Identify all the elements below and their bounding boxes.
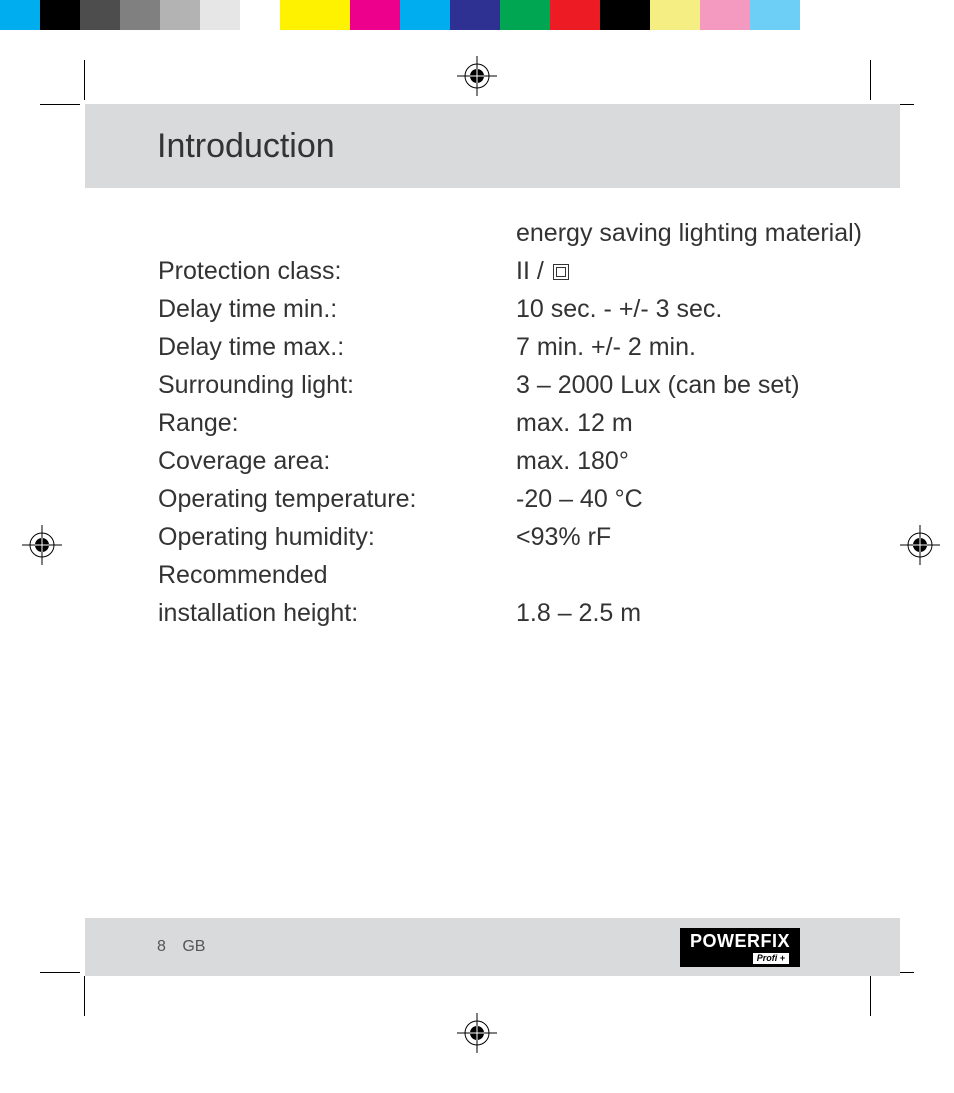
spec-label: Delay time min.: <box>158 290 516 328</box>
brand-subtitle: Profi + <box>752 952 790 965</box>
color-swatch <box>280 0 350 30</box>
color-swatch <box>400 0 450 30</box>
spec-row: Surrounding light:3 – 2000 Lux (can be s… <box>158 366 868 404</box>
spec-row: Protection class:II / <box>158 252 868 290</box>
spec-row: Operating temperature:-20 – 40 °C <box>158 480 868 518</box>
header-band: Introduction <box>85 104 900 188</box>
page-lang: GB <box>182 938 205 955</box>
spec-value: -20 – 40 °C <box>516 480 868 518</box>
color-swatch <box>550 0 600 30</box>
color-swatch <box>700 0 750 30</box>
spec-row: Delay time min.:10 sec. - +/- 3 sec. <box>158 290 868 328</box>
content-area: energy saving lighting material)Protecti… <box>158 214 868 632</box>
color-swatch <box>200 0 240 30</box>
spec-label: Range: <box>158 404 516 442</box>
spec-value: 7 min. +/- 2 min. <box>516 328 868 366</box>
color-swatch <box>80 0 120 30</box>
spec-value: 10 sec. - +/- 3 sec. <box>516 290 868 328</box>
registration-mark-right <box>900 525 940 565</box>
spec-row: Range:max. 12 m <box>158 404 868 442</box>
footer-page-info: 8 GB <box>157 938 205 956</box>
color-swatch <box>500 0 550 30</box>
brand-logo: POWERFIX Profi + <box>680 928 800 967</box>
color-swatch <box>0 0 40 30</box>
color-swatch <box>800 0 944 30</box>
color-swatch <box>750 0 800 30</box>
registration-mark-bottom <box>457 1013 497 1053</box>
brand-name: POWERFIX <box>690 932 790 950</box>
spec-value: 3 – 2000 Lux (can be set) <box>516 366 868 404</box>
spec-value: max. 180° <box>516 442 868 480</box>
spec-row: Delay time max.:7 min. +/- 2 min. <box>158 328 868 366</box>
page-number: 8 <box>157 938 166 955</box>
registration-mark-left <box>22 525 62 565</box>
spec-row: Operating humidity:<93% rF <box>158 518 868 556</box>
spec-row: Recommended installation height: 1.8 – 2… <box>158 556 868 632</box>
spec-label: Operating temperature: <box>158 480 516 518</box>
color-swatch <box>240 0 280 30</box>
color-swatch <box>120 0 160 30</box>
spec-label: Operating humidity: <box>158 518 516 556</box>
spec-label <box>158 214 516 252</box>
color-swatch <box>160 0 200 30</box>
spec-label: Coverage area: <box>158 442 516 480</box>
spec-value: <93% rF <box>516 518 868 556</box>
spec-row: Coverage area:max. 180° <box>158 442 868 480</box>
spec-label: Recommended installation height: <box>158 556 516 632</box>
spec-value: 1.8 – 2.5 m <box>516 556 868 632</box>
page-title: Introduction <box>157 127 335 166</box>
registration-mark-top <box>457 56 497 96</box>
color-swatch <box>650 0 700 30</box>
footer-logo-area: POWERFIX Profi + <box>680 928 800 967</box>
class2-icon <box>553 264 569 280</box>
spec-label: Protection class: <box>158 252 516 290</box>
spec-value: energy saving lighting material) <box>516 214 868 252</box>
spec-label: Surrounding light: <box>158 366 516 404</box>
spec-row: energy saving lighting material) <box>158 214 868 252</box>
color-swatch <box>600 0 650 30</box>
footer-band: 8 GB POWERFIX Profi + <box>85 918 900 976</box>
color-swatch <box>450 0 500 30</box>
spec-value: max. 12 m <box>516 404 868 442</box>
color-swatch <box>350 0 400 30</box>
spec-value: II / <box>516 252 868 290</box>
color-calibration-bar <box>0 0 954 30</box>
color-swatch <box>40 0 80 30</box>
spec-label: Delay time max.: <box>158 328 516 366</box>
